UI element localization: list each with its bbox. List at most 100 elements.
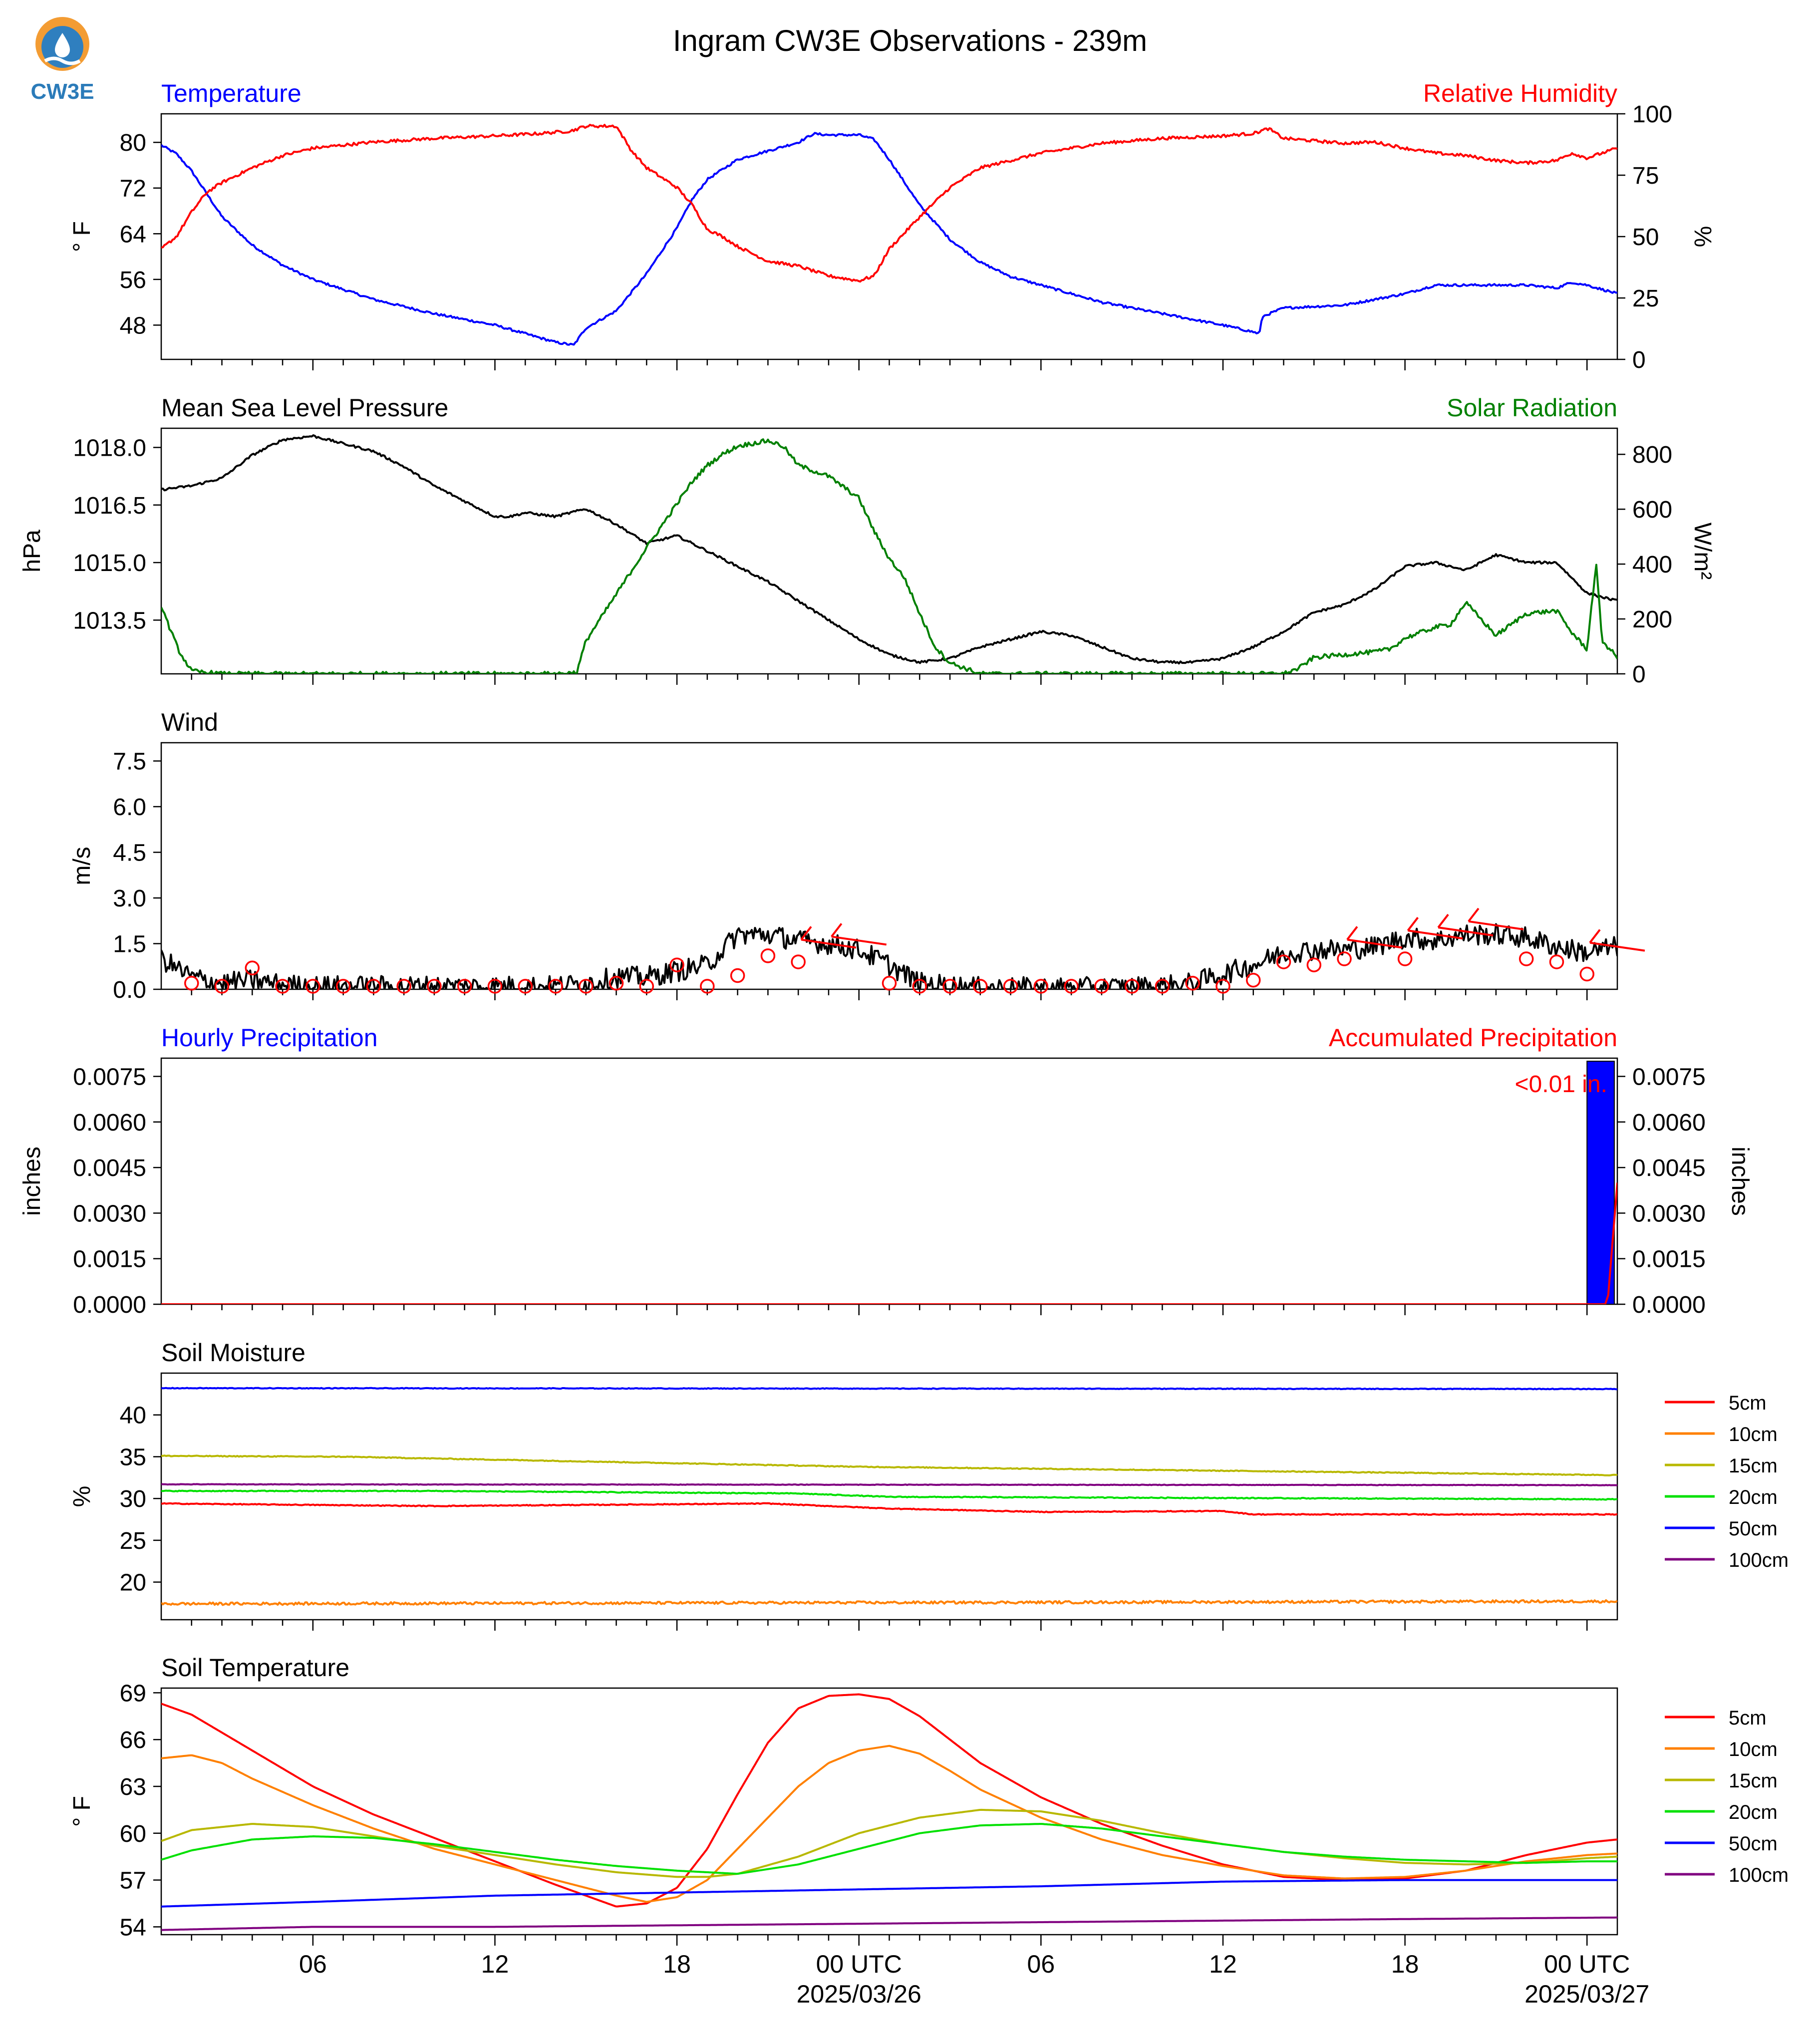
- wind-calm-marker: [1579, 966, 1594, 982]
- y-tick-label-left: 72: [120, 176, 146, 202]
- wind-calm-marker: [608, 976, 624, 991]
- legend-label: 15cm: [1729, 1770, 1778, 1792]
- y-axis-label-left: m/s: [69, 847, 95, 885]
- y-tick-label-right: 0.0015: [1632, 1246, 1706, 1273]
- y-tick-label-right: 0: [1632, 661, 1646, 688]
- wind-calm-marker: [366, 979, 381, 994]
- x-tick-label: 18: [663, 1950, 691, 1978]
- series-line-10cm: [161, 1599, 1617, 1606]
- y-tick-label-left: 20: [120, 1570, 146, 1596]
- legend-label: 50cm: [1729, 1833, 1778, 1855]
- logo-text: CW3E: [30, 79, 94, 104]
- y-tick-label-right: 0: [1632, 347, 1646, 373]
- series-line-wind: [161, 923, 1617, 989]
- wind-barb-shaft: [801, 938, 857, 949]
- wind-calm-marker: [1003, 979, 1018, 994]
- precip-annotation: <0.01 in.: [1515, 1071, 1607, 1098]
- panel-soil_temp: Soil Temperature 54 57 60 63 66 69 ° F 5cm 10cm 15…: [69, 1654, 1789, 1946]
- y-tick-label-right: 100: [1632, 101, 1672, 128]
- wind-calm-marker: [1337, 951, 1352, 966]
- wind-calm-marker: [1246, 972, 1261, 988]
- legend-label: 5cm: [1729, 1707, 1767, 1729]
- y-tick-label-right: 25: [1632, 286, 1659, 312]
- series-line-solar-radiation: [161, 438, 1617, 674]
- y-axis-label-right: %: [1689, 226, 1716, 248]
- wind-calm-marker: [1549, 954, 1564, 969]
- logo-wave-icon: [44, 56, 81, 65]
- y-tick-label-left: 1018.0: [73, 435, 146, 461]
- legend-label: 100cm: [1729, 1549, 1789, 1571]
- series-line-mean-sea-level-pressure: [161, 434, 1617, 665]
- wind-calm-marker: [518, 979, 533, 994]
- y-axis-label-left: ° F: [69, 1796, 95, 1827]
- y-tick-label-right: 400: [1632, 552, 1672, 578]
- y-tick-label-left: 1.5: [113, 931, 146, 958]
- wind-barb-shaft: [831, 935, 887, 946]
- x-tick-label: 12: [1209, 1950, 1237, 1978]
- panel-wind: Wind 0.0 1.5 3.0 4.5 6.0 7.5 m/s: [69, 708, 1645, 1003]
- panels: Temperature Relative Humidity 48 56 64 72 80 ° …: [19, 79, 1789, 1946]
- y-axis-label-left: ° F: [69, 221, 95, 252]
- panel-precip: Hourly Precipitation Accumulated Precipit…: [19, 1024, 1753, 1318]
- panel-title-left: Hourly Precipitation: [161, 1024, 378, 1052]
- wind-calm-marker: [882, 976, 897, 991]
- series-line-15cm: [161, 1454, 1617, 1476]
- panel-title-left: Wind: [161, 708, 218, 736]
- panel-title-left: Soil Moisture: [161, 1339, 305, 1367]
- y-tick-label-left: 56: [120, 267, 146, 293]
- wind-calm-marker: [548, 979, 563, 994]
- y-axis-label-left: hPa: [19, 530, 45, 573]
- wind-calm-marker: [1185, 976, 1200, 991]
- panel-title-right: Solar Radiation: [1447, 394, 1617, 422]
- series-line-5cm: [161, 1693, 1617, 1908]
- y-axis-label-left: %: [69, 1486, 95, 1507]
- series-line-temperature: [161, 132, 1617, 346]
- wind-calm-marker: [1155, 979, 1170, 994]
- y-tick-label-left: 7.5: [113, 749, 146, 775]
- wind-calm-marker: [942, 979, 957, 994]
- wind-barb-shaft: [1589, 941, 1645, 952]
- wind-calm-marker: [973, 979, 988, 994]
- wind-barb-shaft: [1468, 920, 1524, 930]
- wind-barb-flag: [1468, 907, 1480, 922]
- wind-calm-marker: [184, 976, 199, 991]
- panel-title-left: Mean Sea Level Pressure: [161, 394, 448, 422]
- wind-barb-shaft: [1347, 938, 1403, 949]
- wind-barb-flag: [1589, 929, 1601, 943]
- wind-calm-marker: [335, 979, 351, 994]
- figure-title: Ingram CW3E Observations - 239m: [673, 24, 1147, 57]
- legend-label: 5cm: [1729, 1392, 1767, 1414]
- x-tick-date-label: 2025/03/27: [1524, 1980, 1649, 2008]
- y-tick-label-left: 80: [120, 130, 146, 156]
- series-line-10cm: [161, 1744, 1617, 1903]
- wind-calm-marker: [730, 968, 745, 983]
- y-tick-label-left: 54: [120, 1914, 146, 1941]
- wind-calm-marker: [396, 979, 411, 994]
- x-tick-label: 00 UTC: [1544, 1950, 1630, 1978]
- wind-barb-flag: [1346, 926, 1358, 940]
- x-tick-label: 18: [1391, 1950, 1419, 1978]
- y-tick-label-left: 0.0045: [73, 1155, 146, 1181]
- y-tick-label-left: 6.0: [113, 794, 146, 821]
- series-line-100cm: [161, 1483, 1617, 1486]
- wind-barb-flag: [1437, 913, 1449, 928]
- wind-calm-marker: [275, 979, 290, 994]
- panel-pressure_solar: Mean Sea Level Pressure Solar Radiation 10…: [19, 394, 1716, 688]
- series-line-relative-humidity: [161, 124, 1617, 283]
- legend-label: 15cm: [1729, 1455, 1778, 1477]
- legend-label: 10cm: [1729, 1738, 1778, 1760]
- y-tick-label-right: 75: [1632, 163, 1659, 189]
- x-tick-label: 00 UTC: [816, 1950, 902, 1978]
- panel-title-left: Temperature: [161, 79, 302, 107]
- wind-calm-marker: [427, 979, 442, 994]
- precip-bar: [1586, 1061, 1615, 1304]
- panel-title-right: Relative Humidity: [1423, 79, 1617, 107]
- legend-label: 50cm: [1729, 1518, 1778, 1540]
- y-axis-label-right: W/m²: [1689, 523, 1716, 580]
- y-tick-label-left: 57: [120, 1868, 146, 1894]
- y-axis-label-left: inches: [19, 1147, 45, 1216]
- wind-calm-marker: [700, 979, 715, 994]
- wind-calm-marker: [245, 960, 260, 976]
